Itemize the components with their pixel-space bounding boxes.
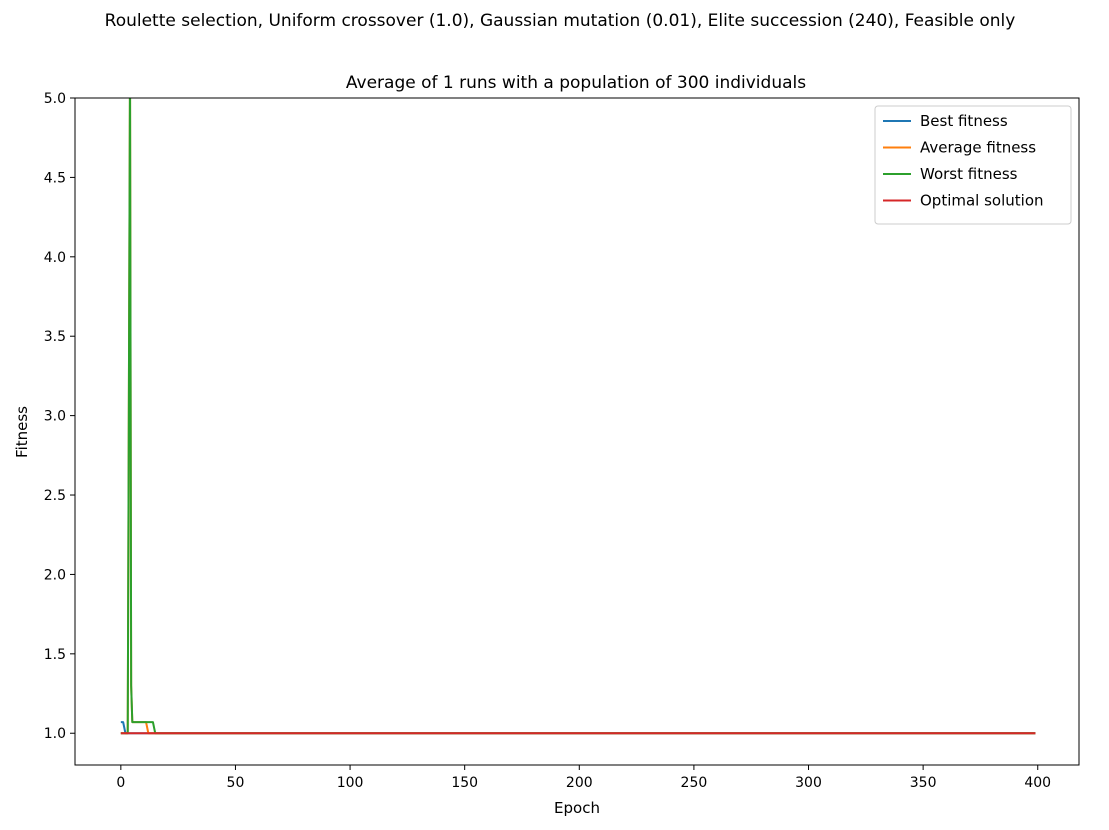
chart-suptitle: Roulette selection, Uniform crossover (1… <box>105 11 1016 31</box>
legend-label: Best fitness <box>920 112 1008 130</box>
y-tick-label: 4.5 <box>44 170 66 186</box>
legend-label: Worst fitness <box>920 165 1018 183</box>
x-axis-label: Epoch <box>554 799 600 817</box>
x-tick-label: 50 <box>227 775 245 791</box>
x-tick-label: 400 <box>1024 775 1051 791</box>
y-tick-label: 3.0 <box>44 409 66 425</box>
plot-frame <box>74 97 1080 766</box>
series-line-0 <box>120 721 1036 735</box>
y-tick-label: 2.5 <box>44 488 66 504</box>
x-tick-label: 100 <box>337 775 364 791</box>
y-tick-label: 4.0 <box>44 250 66 266</box>
series-layer <box>120 98 1036 735</box>
chart-title: Average of 1 runs with a population of 3… <box>346 73 806 93</box>
legend-box <box>874 105 1072 225</box>
series-line-2 <box>120 98 1036 735</box>
y-tick-label: 2.0 <box>44 567 66 583</box>
y-tick-label: 3.5 <box>44 329 66 345</box>
y-tick-label: 5.0 <box>44 91 66 107</box>
x-axis: 0 50 100 150 200 250 300 350 400 <box>116 765 1051 791</box>
x-tick-label: 150 <box>451 775 478 791</box>
y-axis: 1.0 1.5 2.0 2.5 3.0 3.5 4.0 4.5 5.0 <box>44 91 75 742</box>
legend: Best fitness Average fitness Worst fitness… <box>874 105 1072 225</box>
legend-label: Average fitness <box>920 139 1036 157</box>
y-tick-label: 1.0 <box>44 726 66 742</box>
y-axis-label: Fitness <box>13 406 31 458</box>
x-tick-label: 350 <box>910 775 937 791</box>
y-tick-label: 1.5 <box>44 647 66 663</box>
legend-label: Optimal solution <box>920 192 1044 210</box>
x-tick-label: 250 <box>681 775 708 791</box>
x-tick-label: 300 <box>795 775 822 791</box>
x-tick-label: 200 <box>566 775 593 791</box>
x-tick-label: 0 <box>116 775 125 791</box>
